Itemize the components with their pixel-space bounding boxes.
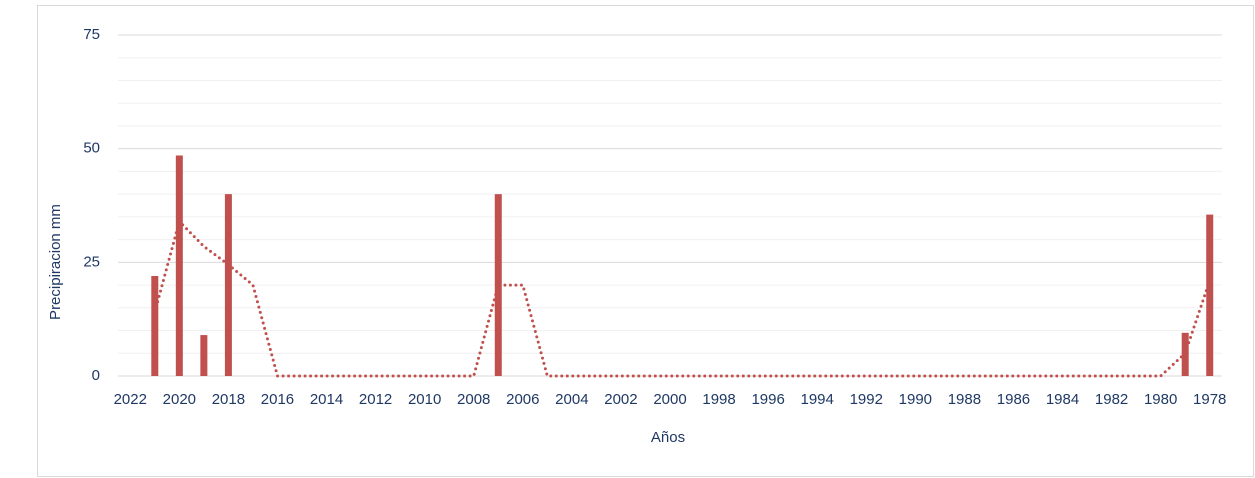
bar bbox=[224, 194, 232, 376]
x-tick-label: 2010 bbox=[408, 391, 441, 408]
y-tick-label: 25 bbox=[83, 253, 100, 270]
x-tick-label: 2006 bbox=[506, 391, 539, 408]
x-tick-label: 2020 bbox=[163, 391, 196, 408]
trend-line bbox=[153, 218, 1212, 378]
x-tick-label: 1986 bbox=[997, 391, 1030, 408]
x-tick-label: 1992 bbox=[850, 391, 883, 408]
x-tick-label: 1998 bbox=[702, 391, 735, 408]
x-tick-label: 2014 bbox=[310, 391, 343, 408]
x-tick-label: 1990 bbox=[899, 391, 932, 408]
bar bbox=[151, 275, 159, 376]
x-tick-label: 2002 bbox=[604, 391, 637, 408]
x-tick-label: 2008 bbox=[457, 391, 490, 408]
y-tick-label: 0 bbox=[92, 367, 100, 384]
x-tick-label: 2000 bbox=[653, 391, 686, 408]
x-tick-label: 2012 bbox=[359, 391, 392, 408]
x-tick-label: 2004 bbox=[555, 391, 588, 408]
x-tick-label: 2022 bbox=[114, 391, 147, 408]
x-tick-label: 1978 bbox=[1193, 391, 1226, 408]
chart-frame bbox=[37, 5, 1254, 477]
x-tick-label: 1994 bbox=[801, 391, 834, 408]
y-tick-label: 75 bbox=[83, 26, 100, 43]
bar bbox=[175, 155, 183, 376]
y-axis-label: Precipiracion mm bbox=[47, 204, 64, 320]
bar bbox=[1206, 214, 1214, 376]
x-tick-label: 1980 bbox=[1144, 391, 1177, 408]
y-tick-label: 50 bbox=[83, 140, 100, 157]
x-tick-label: 2016 bbox=[261, 391, 294, 408]
x-tick-label: 1988 bbox=[948, 391, 981, 408]
x-tick-label: 1996 bbox=[751, 391, 784, 408]
x-axis-label: Años bbox=[651, 429, 685, 446]
x-tick-label: 2018 bbox=[212, 391, 245, 408]
x-tick-label: 1982 bbox=[1095, 391, 1128, 408]
bar bbox=[200, 335, 208, 376]
x-tick-label: 1984 bbox=[1046, 391, 1079, 408]
